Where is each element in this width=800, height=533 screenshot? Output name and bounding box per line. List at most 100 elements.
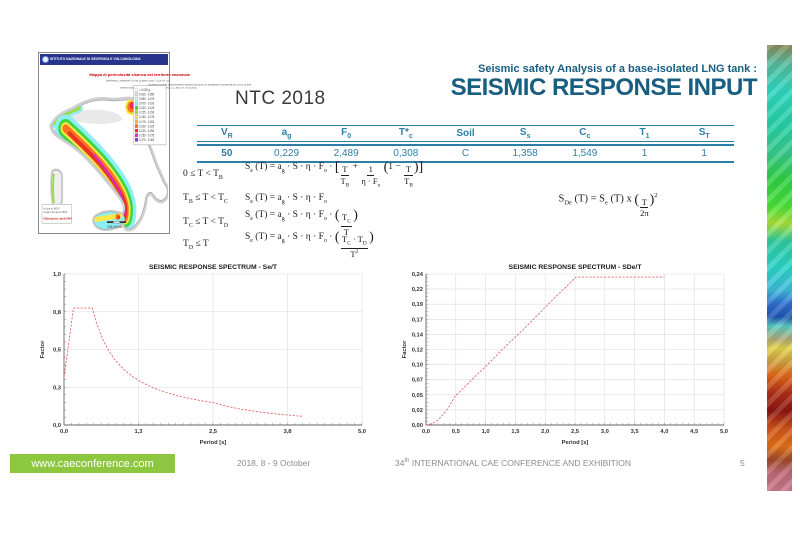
table-cell: C: [461, 148, 470, 159]
svg-text:SEISMIC RESPONSE SPECTRUM - S: SEISMIC RESPONSE SPECTRUM - SDe/T: [509, 264, 643, 271]
legend-swatch: [134, 115, 139, 119]
table-cell: 1: [641, 148, 648, 159]
legend-label: 0.275 - 0.300: [139, 138, 154, 142]
map-header-band: ISTITUTO NAZIONALE DI GEOFISICA E VULCAN…: [40, 54, 168, 65]
svg-text:3,5: 3,5: [631, 429, 640, 435]
svg-text:0,05: 0,05: [412, 393, 424, 399]
legend-swatch: [134, 106, 139, 110]
table-value-cell: 50: [221, 148, 233, 159]
italy-map-graphic: < 0.025 g 0.025 - 0.050 0.050 - 0.075 0.075…: [40, 83, 168, 232]
formula-condition: 0 ≤ T < TB: [183, 168, 223, 181]
formula-expression: Se (T) = ag · S · η · Fo: [245, 193, 327, 205]
table-separator: [197, 142, 734, 146]
legend-swatch: [134, 128, 139, 133]
footer-page-number: 5: [740, 458, 745, 468]
svg-text:0,0: 0,0: [422, 429, 430, 435]
svg-text:Period [s]: Period [s]: [200, 440, 227, 446]
table-header-cell: F0: [341, 127, 352, 140]
table-cell: 2,489: [333, 148, 359, 159]
legend-swatch: [134, 137, 139, 142]
svg-text:0,5: 0,5: [452, 429, 461, 435]
table-header-cell: T1: [639, 127, 650, 140]
ntc-2018-label: NTC 2018: [235, 88, 326, 109]
legend-label: 0.150 - 0.175: [139, 115, 154, 119]
formula-condition: TD ≤ T: [183, 238, 209, 251]
svg-text:0,0: 0,0: [53, 423, 61, 429]
footer-conference-name: 34th INTERNATIONAL CAE CONFERENCE AND EX…: [395, 458, 631, 468]
map-subtitle-2: espressa in termini di accelerazione mas…: [148, 83, 252, 86]
slide-title: SEISMIC RESPONSE INPUT: [450, 74, 758, 101]
formula-expression: Se (T) = ag · S · η · Fo · (TC · TD T2): [245, 230, 374, 260]
svg-text:3,0: 3,0: [601, 429, 609, 435]
svg-text:Period [s]: Period [s]: [562, 440, 589, 446]
map-subtitle-1: (riferimento: Ordinanza PCM del 28 april…: [106, 80, 170, 83]
footer-date: 2018, 8 - 9 October: [237, 458, 311, 468]
svg-text:2,0: 2,0: [541, 429, 549, 435]
legend-label: 0.175 - 0.200: [139, 119, 154, 123]
seismic-hazard-map: ISTITUTO NAZIONALE DI GEOFISICA E VULCAN…: [38, 52, 251, 234]
svg-text:SEISMIC RESPONSE SPECTRUM - S: SEISMIC RESPONSE SPECTRUM - Se/T: [149, 264, 278, 271]
table-header-cell: Cc: [579, 127, 591, 140]
svg-text:1,0: 1,0: [53, 272, 61, 278]
legend-swatch: [134, 110, 139, 115]
legend-label: 0.075 - 0.100: [139, 101, 154, 105]
table-header-cell: Soil: [456, 128, 475, 139]
legend-swatch: [134, 124, 139, 128]
table-cell: 1: [701, 148, 707, 159]
svg-text:0,07: 0,07: [412, 378, 423, 384]
svg-text:0,17: 0,17: [412, 317, 423, 323]
legend-label: 0.125 - 0.150: [139, 110, 154, 114]
table-value-row: 50 0,229 2,489 0,308 C 1,358 1,549 1 1: [197, 146, 734, 163]
table-cell: 0,229: [273, 148, 300, 159]
legend-swatch: [134, 87, 139, 92]
formula-expression: Se (T) = ag · S · η · Fo · (TC T): [245, 208, 358, 238]
map-note-line3: Elaborazione: aprile 2004: [43, 216, 72, 220]
svg-text:0,02: 0,02: [412, 408, 423, 414]
table-cell: 0,308: [393, 148, 419, 159]
table-header-cell: Ss: [519, 127, 531, 140]
slide-subtitle: Seismic safety Analysis of a base-isolat…: [478, 63, 757, 75]
map-institute-name: ISTITUTO NAZIONALE DI GEOFISICA E VULCAN…: [50, 57, 141, 62]
map-note-line2: Gruppo di Lavoro MPS: [43, 210, 67, 214]
legend-swatch: [134, 92, 139, 97]
svg-text:0,3: 0,3: [53, 385, 62, 391]
legend-label: 0.225 - 0.250: [139, 129, 154, 133]
legend-swatch: [134, 119, 139, 124]
legend-label: 0.050 - 0.075: [139, 97, 154, 101]
legend-label: 0.200 - 0.225: [139, 124, 154, 128]
svg-text:3,8: 3,8: [283, 429, 292, 435]
legend-label: < 0.025 g: [139, 88, 150, 92]
formula-row-3: TC ≤ T < TD Se (T) = ag · S · η · Fo · (…: [183, 208, 358, 237]
table-header-cell: VR: [220, 127, 233, 140]
decorative-color-strip: [767, 45, 792, 491]
footer-site-link[interactable]: www.caeconference.com: [10, 454, 175, 473]
table-header-row: VR ag F0 T*c Soil Ss Cc T1 ST: [197, 126, 734, 142]
table-cell: 1,358: [512, 148, 538, 159]
legend-label: 0.250 - 0.275: [139, 133, 154, 137]
table-header-cell: ag: [281, 127, 292, 140]
svg-text:1,3: 1,3: [134, 429, 143, 435]
svg-text:0,0: 0,0: [60, 429, 68, 435]
chart-elastic-spectrum-se: 0,0 1,3 2,5 3,8 5,0 0,0 0,3 0,5 0,8 1,0 SEISMIC RE…: [37, 261, 369, 448]
svg-text:1,5: 1,5: [511, 429, 520, 435]
map-note-line1: A cura di: INGV: [43, 206, 59, 210]
svg-text:5,0: 5,0: [720, 429, 728, 435]
formula-condition: TB ≤ T < TC: [183, 193, 228, 205]
svg-text:0,5: 0,5: [53, 348, 62, 354]
formula-row-2: TB ≤ T < TC Se (T) = ag · S · η · Fo: [183, 193, 327, 205]
map-scale-label: 0 50 100 km: [107, 225, 122, 229]
svg-text:Factor: Factor: [402, 340, 408, 358]
svg-text:0,00: 0,00: [412, 423, 423, 429]
table-header-cell: T*c: [398, 127, 413, 140]
map-title: Mappa di pericolosità sismica del territ…: [89, 72, 191, 77]
legend-swatch: [134, 101, 139, 106]
formula-row-4: TD ≤ T Se (T) = ag · S · η · Fo · (TC · …: [183, 230, 374, 259]
svg-text:5,0: 5,0: [358, 429, 366, 435]
svg-text:0,8: 0,8: [53, 310, 62, 316]
table-cell: 1,549: [572, 148, 598, 159]
chart-displacement-spectrum-sde: 0,0 0,5 1,0 1,5 2,0 2,5 3,0 3,5 4,0 4,5 5,0 0,00 0,0…: [399, 261, 731, 448]
svg-text:0,10: 0,10: [412, 363, 423, 369]
svg-text:2,5: 2,5: [209, 429, 218, 435]
svg-text:4,0: 4,0: [660, 429, 668, 435]
